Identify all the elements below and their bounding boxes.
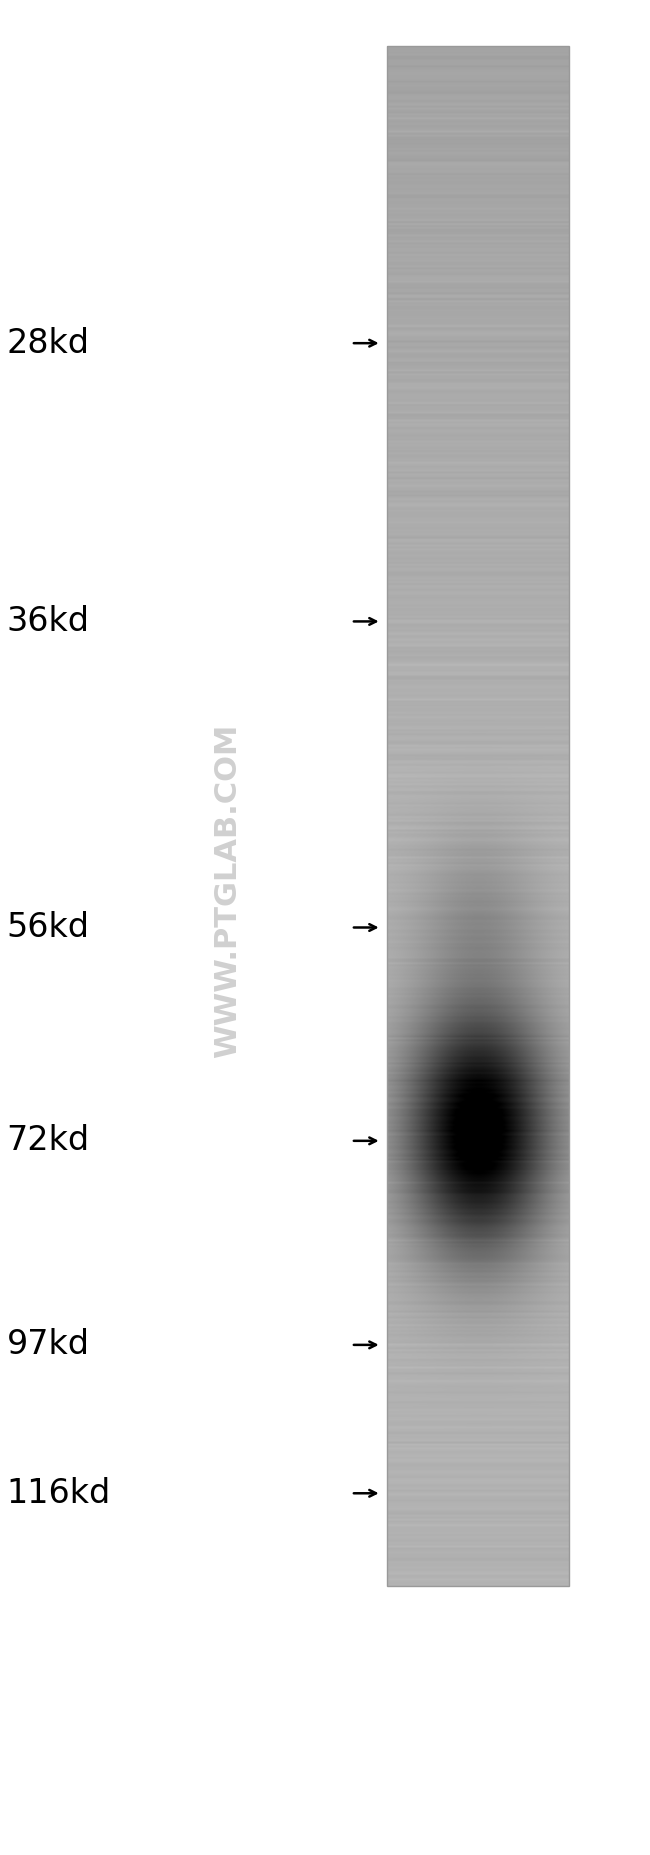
Text: 116kd: 116kd <box>6 1477 110 1510</box>
Text: 36kd: 36kd <box>6 605 90 638</box>
Bar <box>387 46 569 1586</box>
Text: 56kd: 56kd <box>6 911 90 944</box>
Text: WWW.PTGLAB.COM: WWW.PTGLAB.COM <box>213 723 242 1057</box>
Text: 72kd: 72kd <box>6 1124 90 1158</box>
Text: 97kd: 97kd <box>6 1328 90 1362</box>
Text: 28kd: 28kd <box>6 326 90 360</box>
